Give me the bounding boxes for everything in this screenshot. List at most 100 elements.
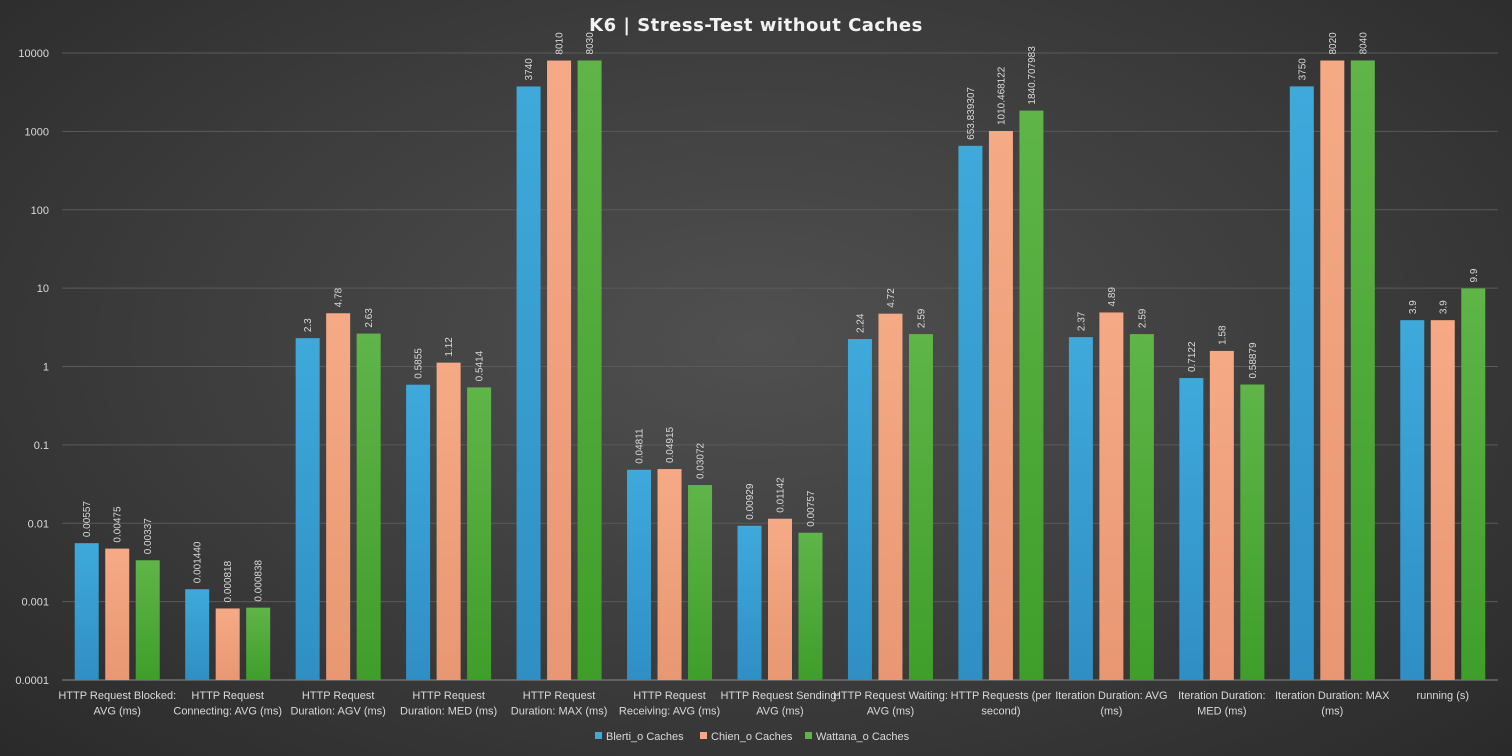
data-labels: 0.00557 0.00475 0.00337 0.001440 0.000818 0.0… <box>82 32 1480 603</box>
data-label: 0.58879 <box>1248 342 1259 379</box>
x-category-label: HTTP Request Duration: AGV (ms) <box>290 690 385 718</box>
bar-chien-o-caches <box>326 313 351 680</box>
data-label: 8040 <box>1358 32 1369 55</box>
x-category-label: HTTP Requests (per second) <box>951 690 1052 718</box>
data-label: 1010.468122 <box>996 66 1007 125</box>
bar-wattana-o-caches <box>1240 384 1265 680</box>
data-label: 4.78 <box>334 287 345 307</box>
y-tick-label: 0.0001 <box>15 675 49 687</box>
bar-blerti-o-caches <box>1068 337 1093 680</box>
data-label: 0.000838 <box>254 559 265 601</box>
y-tick-label: 10 <box>37 283 49 295</box>
data-label: 2.37 <box>1076 311 1087 331</box>
bar-wattana-o-caches <box>798 532 823 680</box>
data-label: 0.001440 <box>193 541 204 583</box>
data-label: 653.839307 <box>966 87 977 140</box>
bar-blerti-o-caches <box>1289 86 1314 680</box>
legend-label: Chien_o Caches <box>711 731 793 743</box>
data-label: 4.72 <box>886 288 897 308</box>
bar-blerti-o-caches <box>847 339 872 680</box>
data-label: 0.00929 <box>745 483 756 520</box>
bar-wattana-o-caches <box>467 387 492 680</box>
bar-blerti-o-caches <box>737 525 762 680</box>
chart-title: K6 | Stress-Test without Caches <box>589 15 923 36</box>
legend-label: Wattana_o Caches <box>816 731 910 743</box>
data-label: 2.59 <box>916 308 927 328</box>
bar-wattana-o-caches <box>577 60 602 681</box>
data-label: 0.01142 <box>776 477 787 513</box>
bar-blerti-o-caches <box>627 469 652 680</box>
x-category-label: HTTP Request Connecting: AVG (ms) <box>173 690 282 718</box>
bar-wattana-o-caches <box>908 334 933 680</box>
bar-blerti-o-caches <box>406 384 431 680</box>
legend-label: Blerti_o Caches <box>606 731 684 743</box>
data-label: 0.04811 <box>635 428 646 464</box>
bar-wattana-o-caches <box>1129 334 1154 680</box>
y-tick-label: 1000 <box>25 126 49 138</box>
y-axis-ticks: 10000 1000 100 10 1 0.1 0.01 0.001 0.0001 <box>15 48 49 687</box>
y-tick-label: 0.01 <box>28 518 49 530</box>
data-label: 8020 <box>1328 32 1339 55</box>
bar-wattana-o-caches <box>1461 288 1486 680</box>
x-category-label: running (s) <box>1416 690 1469 702</box>
bar-wattana-o-caches <box>1019 110 1044 680</box>
bar-blerti-o-caches <box>295 338 320 680</box>
data-label: 1.12 <box>444 337 455 357</box>
data-label: 0.00557 <box>82 501 93 538</box>
data-label: 0.00757 <box>806 490 817 527</box>
x-category-label: HTTP Request Duration: MAX (ms) <box>511 690 608 718</box>
bar-chien-o-caches <box>215 608 240 680</box>
data-label: 1840.707983 <box>1027 46 1038 105</box>
data-label: 2.63 <box>364 308 375 328</box>
x-category-label: Iteration Duration: MED (ms) <box>1178 690 1265 718</box>
data-label: 3750 <box>1297 58 1308 81</box>
x-category-label: Iteration Duration: AVG (ms) <box>1055 690 1167 718</box>
y-tick-label: 0.1 <box>34 440 49 452</box>
x-category-label: HTTP Request Waiting: AVG (ms) <box>833 690 948 718</box>
bar-chien-o-caches <box>547 60 572 681</box>
data-label: 0.00475 <box>113 506 124 543</box>
data-label: 4.89 <box>1107 287 1118 307</box>
x-category-label: HTTP Request Receiving: AVG (ms) <box>619 690 720 718</box>
bar-chien-o-caches <box>878 313 903 680</box>
y-tick-label: 1 <box>43 362 49 374</box>
bar-blerti-o-caches <box>1179 378 1204 680</box>
x-axis-categories: HTTP Request Blocked: AVG (ms)HTTP Reques… <box>58 690 1469 718</box>
bar-blerti-o-caches <box>516 86 541 680</box>
data-label: 0.5855 <box>414 348 425 379</box>
data-label: 3740 <box>524 58 535 81</box>
data-label: 0.7122 <box>1187 341 1198 372</box>
bar-wattana-o-caches <box>356 333 381 680</box>
data-label: 0.5414 <box>475 350 486 381</box>
bar-chien-o-caches <box>988 131 1013 681</box>
data-label: 2.3 <box>303 318 314 332</box>
bar-wattana-o-caches <box>688 485 713 680</box>
data-label: 0.00337 <box>143 518 154 555</box>
data-label: 1.58 <box>1217 325 1228 345</box>
bar-blerti-o-caches <box>1400 320 1425 680</box>
bar-chien-o-caches <box>1430 320 1455 680</box>
bar-chien-o-caches <box>1099 312 1124 680</box>
data-label: 2.59 <box>1137 308 1148 328</box>
bar-wattana-o-caches <box>135 560 160 680</box>
y-tick-label: 10000 <box>18 48 49 60</box>
bar-chien-o-caches <box>436 362 461 680</box>
x-category-label: HTTP Request Blocked: AVG (ms) <box>58 690 176 718</box>
bar-blerti-o-caches <box>958 145 983 680</box>
bar-chien-o-caches <box>1209 350 1234 680</box>
bar-wattana-o-caches <box>1350 60 1375 681</box>
bar-chien-o-caches <box>657 469 682 680</box>
bar-chien-o-caches <box>1320 60 1345 681</box>
bars <box>74 60 1486 681</box>
data-label: 0.04915 <box>665 426 676 463</box>
x-category-label: HTTP Request Duration: MED (ms) <box>400 690 497 718</box>
legend-swatch <box>700 732 707 739</box>
y-tick-label: 100 <box>31 205 49 217</box>
data-label: 0.03072 <box>696 442 707 479</box>
bar-chien-o-caches <box>768 518 792 680</box>
data-label: 8010 <box>555 32 566 55</box>
data-label: 0.000818 <box>223 560 234 602</box>
data-label: 9.9 <box>1469 268 1480 282</box>
legend: Blerti_o Caches Chien_o Caches Wattana_o C… <box>595 731 910 743</box>
